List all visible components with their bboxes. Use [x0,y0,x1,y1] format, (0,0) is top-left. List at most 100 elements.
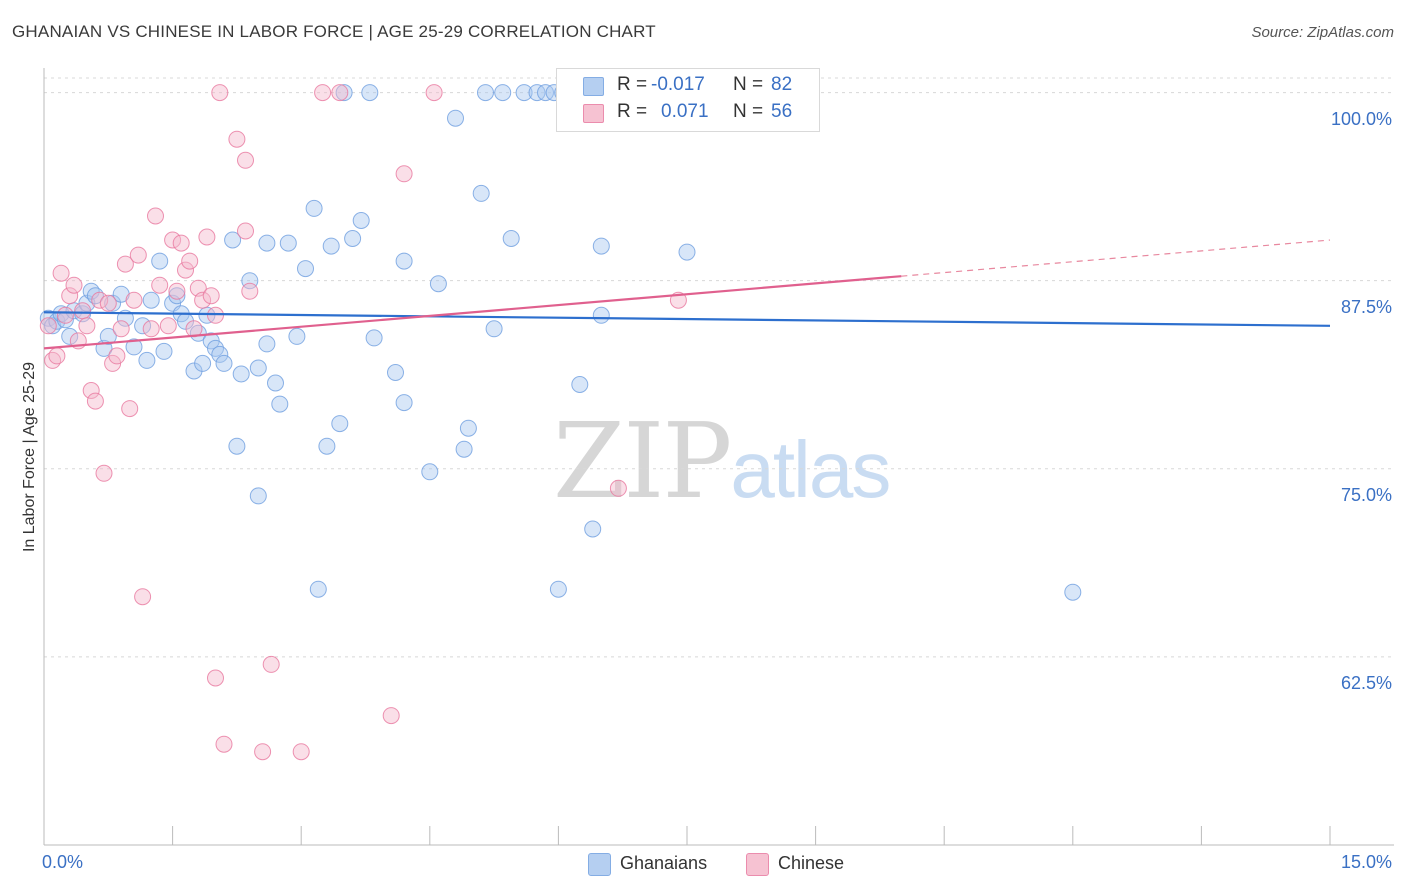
chinese-point [194,291,212,309]
chinese-point [292,743,310,761]
ghanaians-point [224,231,242,249]
chinese-point [241,282,259,300]
ghanaians-point [151,252,169,270]
chinese-point [48,347,66,365]
ghanaians-point [494,84,512,102]
chart-title: GHANAIAN VS CHINESE IN LABOR FORCE | AGE… [12,22,656,41]
ghanaians-point [515,84,533,102]
r-value: -0.017 [651,74,705,95]
ghanaians-point [309,580,327,598]
chinese-point [61,287,79,305]
chinese-point [39,317,57,335]
ghanaians-point [297,260,314,278]
ghanaians-point [395,394,413,412]
legend-swatch-ghanaians [588,853,611,876]
chinese-point [198,228,216,246]
ghanaians-point [592,237,610,255]
chinese-point [262,655,280,673]
r-value: 0.071 [661,101,709,122]
legend-swatch-chinese [746,853,769,876]
chinese-point [237,151,254,169]
axes [43,68,1394,846]
ghanaians-point [395,252,413,270]
x-tick-label-min: 0.0% [42,852,84,872]
chinese-point [177,261,194,279]
chinese-point [314,84,332,102]
ghanaians-point [331,415,349,433]
chinese-point [56,306,74,324]
chinese-point [211,84,229,102]
chinese-point [207,306,224,324]
ghanaians-point [211,345,229,363]
legend-label-chinese: Chinese [778,853,845,873]
ghanaians-point [455,440,473,458]
n-value: 56 [771,101,793,122]
watermark-zip: ZIP [553,400,732,522]
ghanaians-point [502,230,520,247]
chinese-point [168,282,186,300]
chinese-point [86,392,104,410]
ghanaians-point [584,520,602,538]
chinese-point [142,320,160,338]
ghanaians-point [61,327,79,345]
chinese-point [331,84,349,102]
ghanaians-point [267,374,284,392]
chinese-trend-extension [901,239,1331,277]
ghanaians-point [592,306,610,324]
chinese-point [65,276,83,294]
chinese-point [237,222,254,240]
ghanaians-point [207,339,224,357]
n-value: 82 [771,74,793,95]
ghanaians-trend-line [43,311,1331,327]
ghanaians-point [271,395,289,413]
watermark-atlas: atlas [730,425,891,514]
trend-lines [43,239,1331,350]
ghanaians-point [485,320,503,338]
chinese-point [52,264,70,282]
chinese-point [151,276,169,294]
x-tick-label-max: 15.0% [1340,852,1392,872]
ghanaians-point [352,212,370,229]
chinese-point [108,347,126,365]
chinese-point [125,291,143,309]
y-tick-label: 100.0% [1330,108,1392,129]
ghanaians-point [447,109,464,127]
correlation-legend: R = -0.017 N = 82 R = 0.071 N = 56 [556,68,820,132]
chinese-point [121,400,139,418]
chinese-point [112,320,130,338]
y-tick-label: 62.5% [1340,672,1392,693]
ghanaians-point [459,419,477,437]
chinese-point [95,464,113,482]
series-legend: Ghanaians Chinese [0,852,1406,878]
legend-swatch-chinese [583,104,604,123]
ghanaians-point [104,294,122,312]
ghanaians-point [215,354,233,372]
ghanaians-point [429,275,447,293]
chinese-point [425,84,443,102]
ghanaians-point [258,234,276,252]
ghanaians-point [365,329,383,347]
chinese-point [382,707,400,725]
ghanaians-point [288,327,306,345]
y-tick-label: 75.0% [1340,484,1392,505]
chinese-point [74,302,92,320]
chinese-point [99,294,117,312]
ghanaians-point [168,287,186,305]
ghanaians-point [228,437,246,455]
chinese-point [78,317,96,335]
ghanaians-point [125,338,143,356]
ghanaians-point [194,354,212,372]
ghanaians-point [537,84,554,102]
source-label: Source: ZipAtlas.com [1251,24,1394,41]
ghanaians-point [155,342,173,360]
ghanaians-point [571,376,589,393]
r-label: R = [617,101,648,122]
ghanaians-point [1064,583,1082,601]
ghanaians-point [472,184,490,202]
ghanaians-point [549,580,567,598]
chinese-point [134,588,152,606]
ghanaians-point [142,291,160,309]
watermark: ZIPatlas [553,400,891,522]
chinese-points [39,84,760,761]
